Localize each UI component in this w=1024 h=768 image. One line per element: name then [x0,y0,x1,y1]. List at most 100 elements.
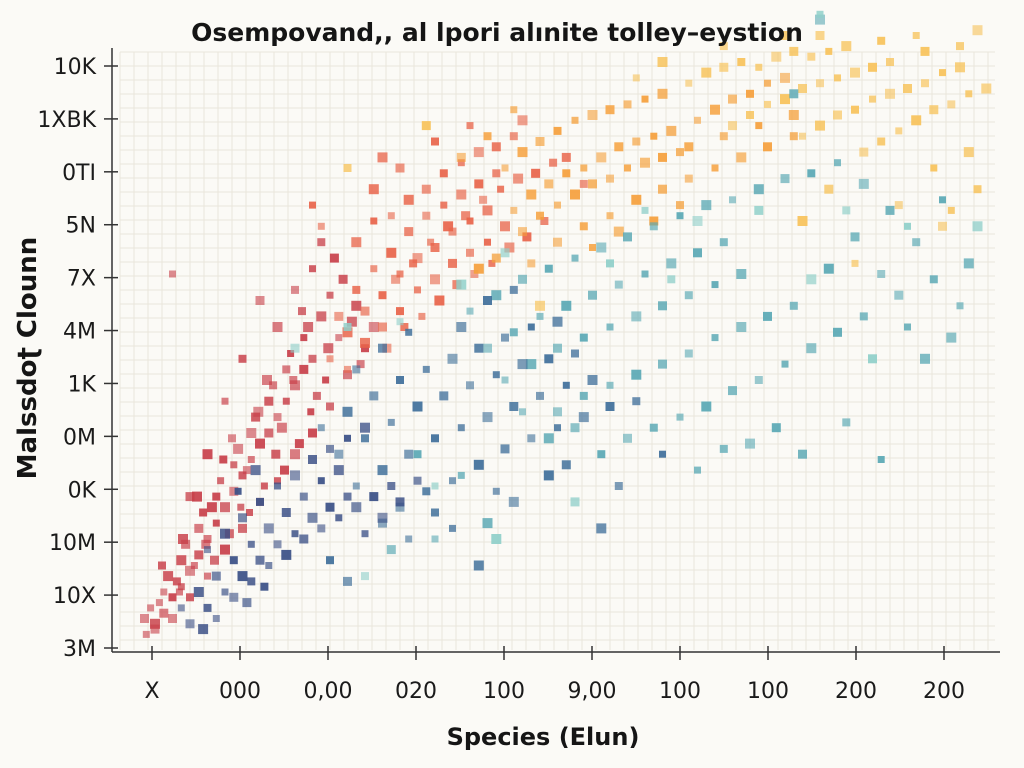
data-point [859,312,868,321]
data-point [291,530,299,538]
data-point [247,456,255,463]
data-point [606,381,614,389]
data-point [649,216,659,226]
data-point [501,376,509,384]
data-point [247,577,256,586]
x-tick-label: 200 [835,679,877,704]
data-point [282,365,291,374]
data-point [325,502,335,512]
data-point [421,184,431,194]
y-tick-label: 3M [63,637,96,662]
data-point [237,571,248,582]
data-point [238,471,247,480]
data-point [719,444,728,453]
data-point [561,152,571,162]
data-point [159,608,169,618]
data-point [701,67,712,78]
data-point [418,312,426,320]
x-tick-label: 100 [659,679,701,704]
y-tick-label: 0K [68,478,97,503]
data-point [168,593,177,602]
y-tick-label: 10X [53,584,96,609]
data-point [309,201,316,209]
data-point [711,164,719,172]
data-point [289,376,298,384]
data-point [329,253,339,263]
data-point [473,147,484,158]
data-point [413,476,422,485]
data-point [483,132,492,141]
data-point [473,263,484,274]
data-point [789,301,798,310]
data-point [596,152,607,163]
data-point [657,57,668,67]
data-point [204,546,211,554]
data-point [527,434,536,443]
data-point [711,281,719,289]
data-point [185,565,195,576]
data-point [764,79,771,87]
data-point [335,514,343,522]
data-point [763,311,772,321]
data-point [290,380,300,391]
data-point [430,274,440,285]
series-cluster-orange [456,72,799,274]
data-point [210,555,219,565]
data-point [938,221,947,231]
data-point [501,164,509,172]
chart-title: Osempovand,, al lpori alınite tolley–eys… [191,18,803,47]
data-point [466,248,474,257]
data-point [155,599,163,607]
data-point [519,408,526,416]
series-cluster-navy [177,422,422,635]
data-point [242,466,251,475]
data-point [431,434,439,443]
data-point [203,603,212,612]
data-point [368,322,379,332]
data-point [781,360,789,368]
data-point [517,359,528,370]
data-point [220,502,230,513]
data-point [754,205,764,215]
data-point [386,545,396,555]
data-point [474,343,484,353]
data-point [509,132,518,141]
data-point [531,168,541,178]
data-point [491,290,502,301]
data-point [395,497,405,507]
data-point [255,555,265,565]
data-point [299,534,309,544]
data-point [729,196,736,204]
data-point [780,174,790,184]
data-point [439,391,449,401]
data-point [719,42,728,51]
data-point [701,200,712,211]
data-point [326,444,334,453]
data-point [273,413,282,422]
data-point [939,69,946,77]
data-point [203,535,212,543]
data-point [771,51,782,62]
data-point [692,216,703,226]
data-point [168,614,177,623]
data-point [434,295,445,306]
data-point [833,110,842,120]
data-point [212,615,220,622]
data-point [517,147,528,158]
data-point [623,433,632,443]
data-point [263,523,274,534]
data-point [299,492,308,501]
data-point [632,74,640,82]
data-point [807,52,816,61]
data-point [483,296,492,305]
data-point [789,89,799,99]
data-point [518,274,527,284]
data-point [160,588,168,596]
data-point [335,334,343,342]
data-point [443,221,454,232]
data-point [666,258,677,269]
data-point [517,115,528,126]
data-point [326,291,334,299]
data-point [606,323,614,331]
